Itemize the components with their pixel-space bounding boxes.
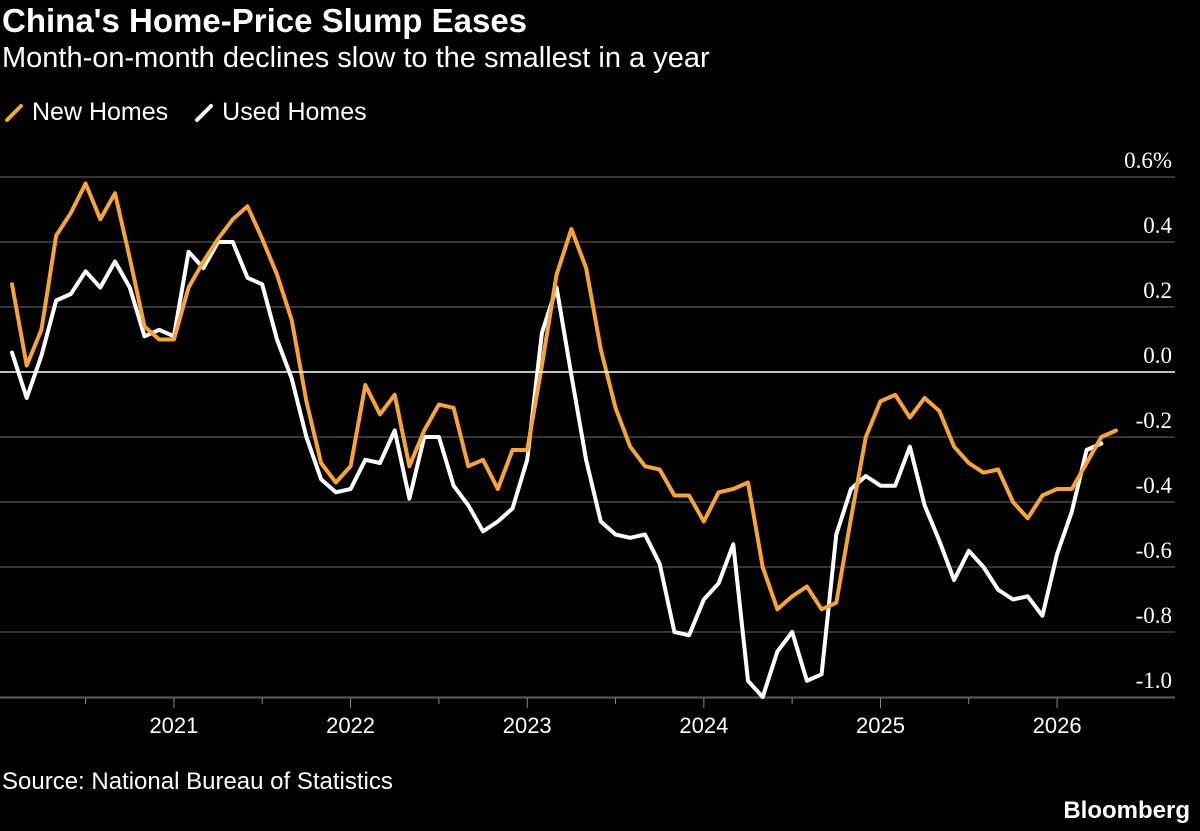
y-tick-label: -0.2 [1136,408,1172,433]
y-tick-label: 0.2 [1143,278,1172,303]
chart-title: China's Home-Price Slump Eases [2,2,528,39]
y-tick-label: 0.6% [1124,148,1172,173]
x-tick-label: 2023 [503,713,552,738]
legend: New Homes Used Homes [4,98,393,127]
legend-item-used-homes: Used Homes [194,98,367,127]
series-line-new-homes [10,181,1118,612]
x-tick-label: 2026 [1033,713,1082,738]
used-homes-swatch-icon [195,103,214,122]
chart-subtitle: Month-on-month declines slow to the smal… [2,42,710,74]
source-note: Source: National Bureau of Statistics [2,768,393,795]
bloomberg-logo: Bloomberg [1063,797,1190,824]
x-tick-label: 2021 [149,713,198,738]
new-homes-swatch-icon [5,103,23,122]
legend-label-used-homes: Used Homes [222,98,367,126]
legend-label-new-homes: New Homes [32,98,169,126]
y-tick-label: 0.4 [1143,213,1172,238]
y-tick-label: 0.0 [1143,343,1172,368]
x-tick-label: 2024 [679,713,728,738]
y-tick-label: -1.0 [1136,668,1172,693]
series-line-used-homes [10,240,1104,699]
x-tick-label: 2022 [326,713,375,738]
y-tick-label: -0.6 [1136,538,1172,563]
x-tick-label: 2025 [856,713,905,738]
legend-item-new-homes: New Homes [4,98,168,127]
y-tick-label: -0.8 [1136,603,1172,628]
y-tick-label: -0.4 [1136,473,1173,498]
